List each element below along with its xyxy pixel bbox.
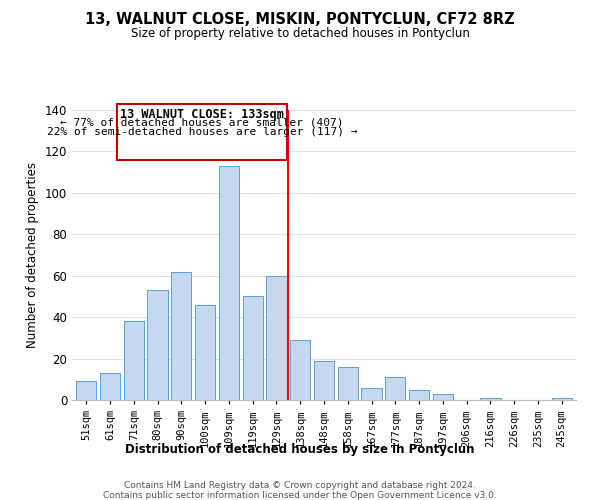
Bar: [76, 382, 97, 400]
Bar: [171, 272, 191, 400]
Bar: [290, 340, 310, 400]
Bar: [361, 388, 382, 400]
Bar: [481, 398, 500, 400]
Text: Contains public sector information licensed under the Open Government Licence v3: Contains public sector information licen…: [103, 491, 497, 500]
Bar: [433, 394, 453, 400]
Text: Size of property relative to detached houses in Pontyclun: Size of property relative to detached ho…: [131, 28, 469, 40]
Bar: [385, 377, 406, 400]
Text: 13, WALNUT CLOSE, MISKIN, PONTYCLUN, CF72 8RZ: 13, WALNUT CLOSE, MISKIN, PONTYCLUN, CF7…: [85, 12, 515, 28]
Text: Contains HM Land Registry data © Crown copyright and database right 2024.: Contains HM Land Registry data © Crown c…: [124, 481, 476, 490]
Bar: [242, 296, 263, 400]
Bar: [338, 367, 358, 400]
Bar: [148, 290, 167, 400]
Text: 22% of semi-detached houses are larger (117) →: 22% of semi-detached houses are larger (…: [47, 128, 358, 138]
Bar: [266, 276, 287, 400]
Bar: [551, 398, 572, 400]
Bar: [195, 304, 215, 400]
Bar: [409, 390, 429, 400]
Bar: [124, 322, 144, 400]
Y-axis label: Number of detached properties: Number of detached properties: [26, 162, 39, 348]
Text: 13 WALNUT CLOSE: 133sqm: 13 WALNUT CLOSE: 133sqm: [120, 108, 284, 121]
Bar: [100, 373, 120, 400]
Bar: [314, 360, 334, 400]
Text: Distribution of detached houses by size in Pontyclun: Distribution of detached houses by size …: [125, 442, 475, 456]
Bar: [219, 166, 239, 400]
Text: ← 77% of detached houses are smaller (407): ← 77% of detached houses are smaller (40…: [61, 118, 344, 128]
